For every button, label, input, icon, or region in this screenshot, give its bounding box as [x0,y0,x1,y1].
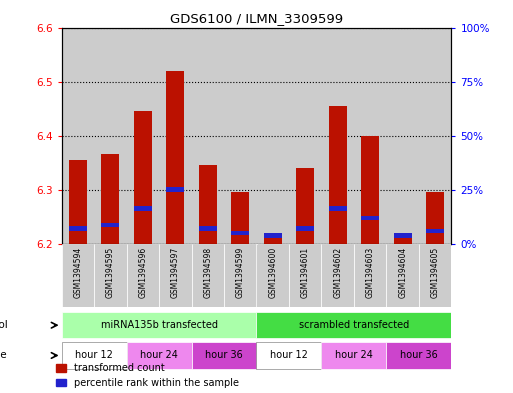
Bar [394,235,411,244]
Bar [256,244,289,307]
Text: GSM1394597: GSM1394597 [171,247,180,298]
Bar [419,28,451,244]
Bar [354,28,386,244]
Bar [264,235,282,244]
Text: GSM1394595: GSM1394595 [106,247,115,298]
Bar [289,244,322,307]
Text: GSM1394594: GSM1394594 [73,247,82,298]
Bar [231,192,249,244]
Text: GSM1394604: GSM1394604 [398,247,407,298]
Text: GSM1394598: GSM1394598 [203,247,212,298]
Bar [256,28,289,244]
Text: protocol: protocol [0,320,8,330]
Text: hour 36: hour 36 [205,350,243,360]
Bar [127,342,191,369]
Text: miRNA135b transfected: miRNA135b transfected [101,320,218,330]
Bar [361,136,379,244]
Bar [102,154,119,244]
Bar [289,28,322,244]
Bar [191,244,224,307]
Bar [191,28,224,244]
Text: GSM1394602: GSM1394602 [333,247,342,298]
Bar [361,215,379,220]
Bar [102,222,119,227]
Bar [224,28,256,244]
Bar [386,342,451,369]
Bar [134,206,152,211]
Text: time: time [0,351,8,360]
Text: hour 12: hour 12 [270,350,308,360]
Bar [354,244,386,307]
Bar [191,342,256,369]
Bar [297,168,314,244]
Bar [159,28,191,244]
Text: GSM1394599: GSM1394599 [236,247,245,298]
Bar [166,187,184,192]
Bar [94,244,127,307]
Text: hour 36: hour 36 [400,350,438,360]
Bar [94,28,127,244]
Text: GSM1394603: GSM1394603 [366,247,374,298]
Text: hour 12: hour 12 [75,350,113,360]
Bar [386,244,419,307]
Bar [199,165,216,244]
Bar [199,226,216,231]
Text: hour 24: hour 24 [140,350,178,360]
Text: GSM1394600: GSM1394600 [268,247,277,298]
Bar [69,226,87,231]
Bar [231,231,249,235]
Bar [62,312,256,338]
Text: GSM1394601: GSM1394601 [301,247,310,298]
Bar [127,28,159,244]
Bar [159,244,191,307]
Bar [62,28,94,244]
Bar [322,28,354,244]
Bar [62,244,94,307]
Bar [166,71,184,244]
Bar [264,233,282,238]
Text: GSM1394605: GSM1394605 [431,247,440,298]
Bar [134,111,152,244]
Bar [127,244,159,307]
Bar [419,244,451,307]
Bar [329,106,347,244]
Bar [394,233,411,238]
Bar [256,342,322,369]
Text: scrambled transfected: scrambled transfected [299,320,409,330]
Bar [322,244,354,307]
Bar [329,206,347,211]
Legend: transformed count, percentile rank within the sample: transformed count, percentile rank withi… [56,363,239,388]
Bar [386,28,419,244]
Bar [69,160,87,244]
Bar [322,342,386,369]
Text: hour 24: hour 24 [335,350,373,360]
Bar [224,244,256,307]
Text: GSM1394596: GSM1394596 [139,247,147,298]
Bar [62,342,127,369]
Bar [426,228,444,233]
Bar [256,312,451,338]
Title: GDS6100 / ILMN_3309599: GDS6100 / ILMN_3309599 [170,12,343,25]
Bar [297,226,314,231]
Bar [426,192,444,244]
